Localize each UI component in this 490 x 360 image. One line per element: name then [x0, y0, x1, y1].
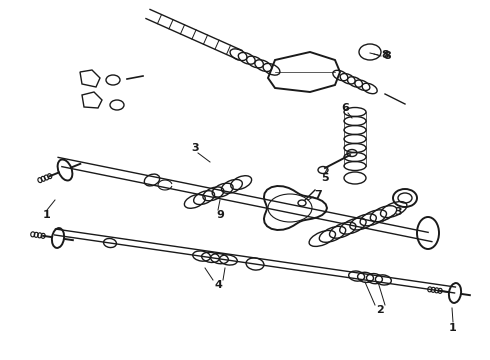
Text: 1: 1: [449, 323, 457, 333]
Text: 7: 7: [314, 190, 322, 200]
Text: 9: 9: [216, 210, 224, 220]
Text: 6: 6: [341, 103, 349, 113]
Text: 8: 8: [383, 51, 391, 61]
Text: 4: 4: [214, 280, 222, 290]
Text: 3: 3: [394, 207, 402, 217]
Text: 5: 5: [321, 173, 329, 183]
Text: 1: 1: [43, 210, 51, 220]
Text: 8: 8: [381, 50, 389, 60]
Text: 2: 2: [376, 305, 384, 315]
Text: 3: 3: [191, 143, 199, 153]
